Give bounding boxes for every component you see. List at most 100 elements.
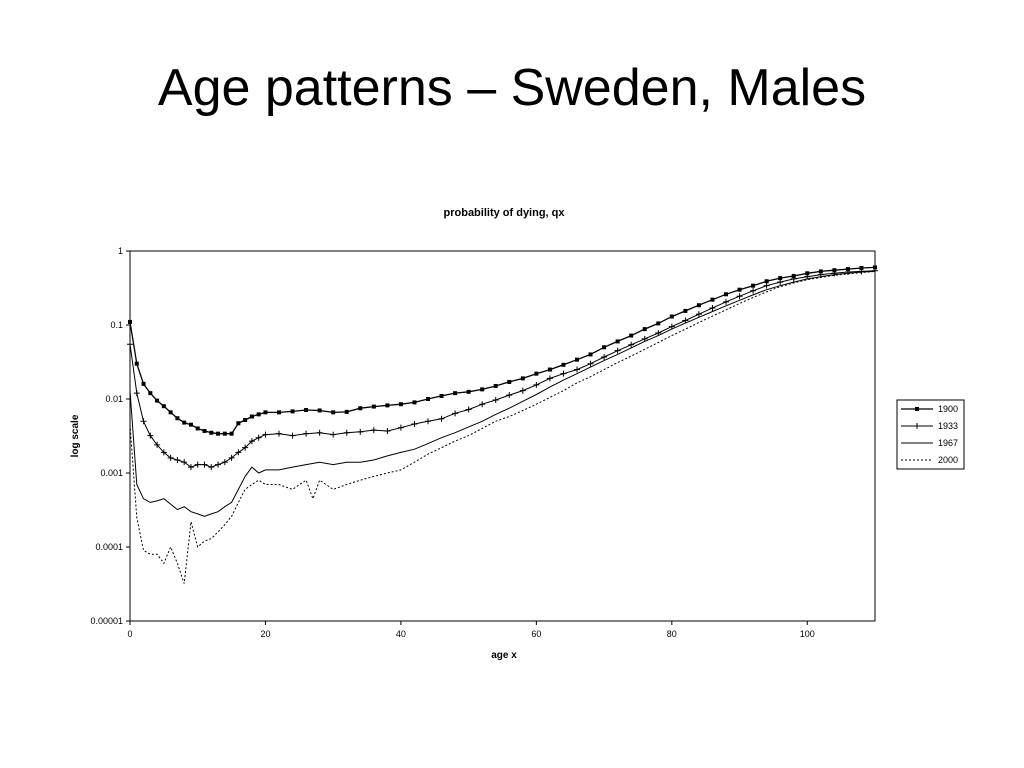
data-point [344,409,349,414]
x-tick-label: 0 [127,629,132,639]
data-point [750,287,757,294]
x-tick-label: 60 [531,629,541,639]
y-tick-label: 0.1 [110,320,123,330]
data-point [628,341,635,348]
data-point [202,428,207,433]
data-point [547,367,552,372]
data-point [492,396,499,403]
legend-label: 1967 [938,438,958,448]
data-point [160,449,167,456]
data-point [832,268,837,273]
data-point [561,362,566,367]
data-point [763,282,770,289]
data-point [331,410,336,415]
data-point [831,270,838,277]
series-1933 [127,267,878,471]
data-point [140,418,147,425]
data-point [161,404,166,409]
legend-item-1933: 1933 [901,421,958,431]
legend-box [896,399,965,470]
data-point [256,412,261,417]
x-tick-label: 80 [667,629,677,639]
data-point [872,267,878,274]
data-point [263,410,268,415]
plot-area [129,250,876,622]
data-point [277,410,281,415]
y-axis-label: log scale [70,414,81,457]
series-line-2000 [129,270,876,584]
legend-label: 1933 [938,421,958,431]
data-point [737,287,742,292]
data-point [696,303,701,308]
data-point [235,449,242,456]
data-point [174,456,181,463]
series-layer [127,265,878,584]
data-point [790,275,797,282]
data-point [385,403,390,408]
legend-item-2000: 2000 [901,455,958,465]
data-point [134,361,139,366]
data-point [316,429,323,436]
y-tick-label: 0.0001 [95,542,123,552]
data-point [425,418,431,425]
data-point [614,347,621,354]
data-point [411,420,418,427]
series-1900 [128,265,877,436]
y-tick-label: 0.01 [105,394,123,404]
data-point [147,432,154,439]
data-point [601,353,608,360]
y-tick-label: 0.00001 [90,616,123,626]
data-point [777,279,784,286]
data-point [587,360,594,367]
data-point [289,432,296,439]
data-point [175,416,180,421]
data-point [242,444,249,451]
data-point [480,387,485,392]
data-point [818,269,823,274]
data-point [695,311,702,318]
legend-marker [915,407,919,411]
slide-title: Age patterns – Sweden, Males [157,59,867,117]
data-point [629,333,634,338]
data-point [195,426,200,431]
data-point [133,390,140,397]
data-point [187,464,194,471]
data-point [439,393,444,398]
data-point [669,314,674,319]
data-point [560,370,567,377]
data-point [546,375,553,382]
data-point [276,430,282,437]
data-point [574,366,580,373]
data-point [357,428,364,435]
data-point [575,357,579,362]
data-point [222,431,227,436]
data-point [412,400,417,405]
data-point [221,459,228,466]
series-1967 [129,270,876,517]
data-point [506,392,513,399]
data-point [724,292,728,297]
data-point [466,389,471,394]
data-point [493,383,498,388]
data-point [216,431,221,436]
data-point [228,454,235,461]
data-point [236,421,241,426]
data-point [438,415,445,422]
series-line-1900 [129,266,876,435]
data-point [255,434,262,441]
data-point [778,276,783,281]
data-point [127,341,133,348]
data-point [507,379,512,384]
data-point [642,327,647,332]
data-point [533,381,540,388]
data-point [141,381,146,386]
data-point [194,461,201,468]
data-point [751,283,756,288]
data-point [683,308,688,313]
data-point [303,430,310,437]
data-point [709,304,716,311]
data-point [167,454,174,461]
series-2000 [129,270,876,584]
y-tick-label: 1 [118,246,123,256]
